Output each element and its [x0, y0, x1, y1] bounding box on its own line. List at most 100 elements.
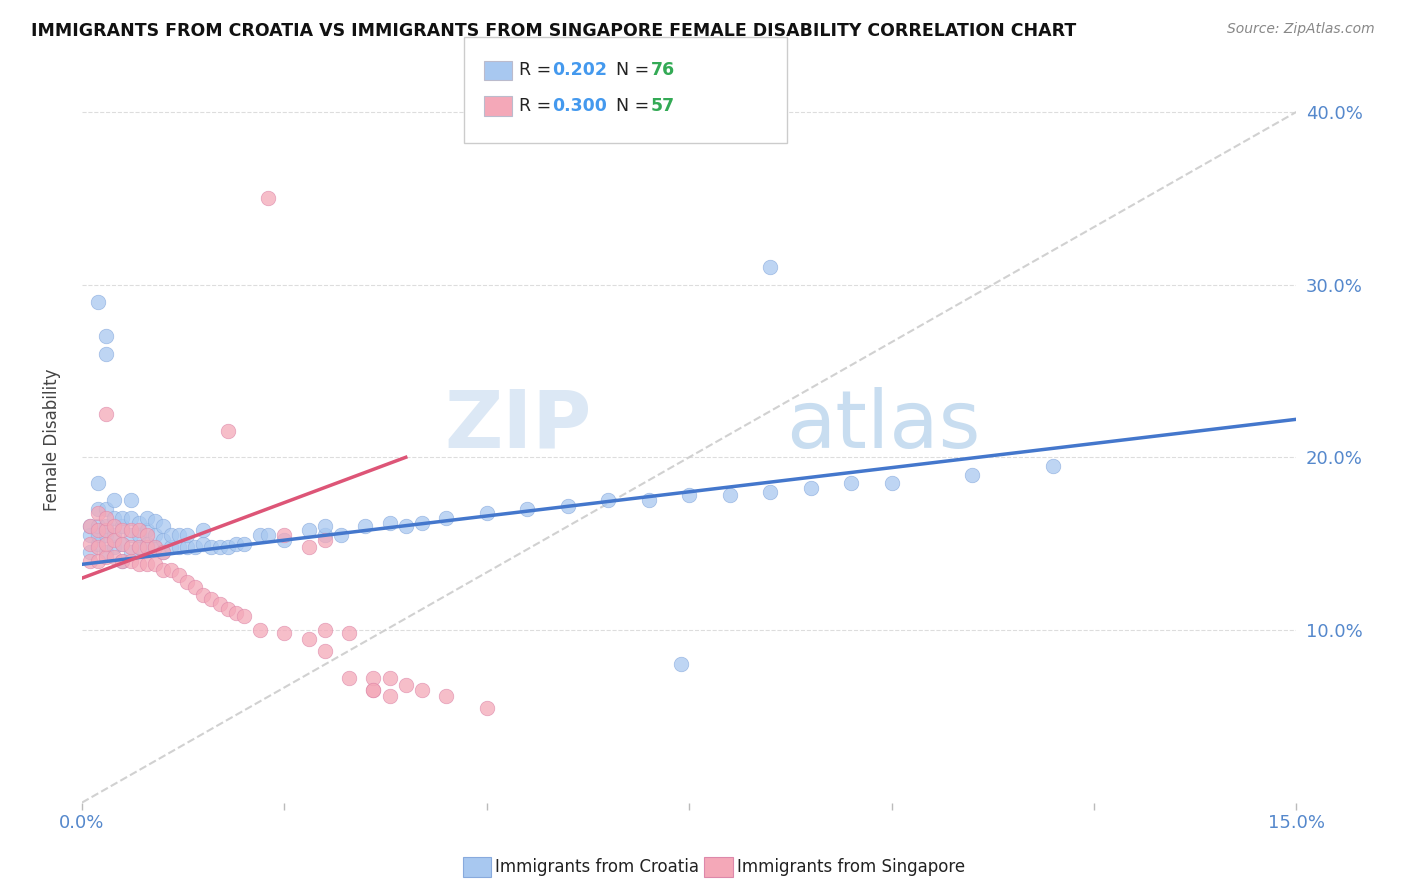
Text: R =: R = — [519, 62, 557, 79]
Point — [298, 632, 321, 646]
Point — [434, 510, 457, 524]
Point — [330, 528, 353, 542]
Point — [314, 519, 336, 533]
Text: ZIP: ZIP — [444, 386, 592, 465]
Point — [314, 623, 336, 637]
Point — [87, 536, 110, 550]
Point — [395, 678, 418, 692]
Point — [200, 591, 222, 606]
Point — [79, 536, 101, 550]
Text: R =: R = — [519, 97, 557, 115]
Point — [225, 536, 247, 550]
Point — [152, 545, 174, 559]
Point — [96, 519, 118, 533]
Point — [434, 689, 457, 703]
Point — [96, 329, 118, 343]
Point — [160, 540, 183, 554]
Point — [160, 562, 183, 576]
Point — [516, 502, 538, 516]
Point — [87, 502, 110, 516]
Point — [143, 540, 166, 554]
Point — [208, 540, 231, 554]
Point — [232, 609, 254, 624]
Point — [273, 533, 295, 548]
Point — [962, 467, 984, 482]
Point — [96, 550, 118, 565]
Point — [167, 540, 190, 554]
Point — [337, 626, 360, 640]
Point — [103, 540, 125, 554]
Point — [120, 493, 142, 508]
Point — [111, 536, 134, 550]
Point — [759, 484, 782, 499]
Point — [120, 528, 142, 542]
Point — [298, 540, 321, 554]
Point — [378, 689, 401, 703]
Point — [193, 588, 215, 602]
Point — [143, 514, 166, 528]
Point — [152, 545, 174, 559]
Point — [87, 294, 110, 309]
Point — [96, 545, 118, 559]
Point — [273, 626, 295, 640]
Point — [96, 536, 118, 550]
Text: atlas: atlas — [786, 386, 980, 465]
Point — [96, 502, 118, 516]
Point — [257, 191, 280, 205]
Text: IMMIGRANTS FROM CROATIA VS IMMIGRANTS FROM SINGAPORE FEMALE DISABILITY CORRELATI: IMMIGRANTS FROM CROATIA VS IMMIGRANTS FR… — [31, 22, 1076, 40]
Point — [96, 510, 118, 524]
Point — [363, 683, 385, 698]
Point — [669, 657, 692, 672]
Point — [208, 597, 231, 611]
Text: N =: N = — [605, 62, 654, 79]
Point — [354, 519, 377, 533]
Point — [217, 602, 239, 616]
Point — [143, 558, 166, 572]
Point — [637, 493, 659, 508]
Point — [395, 519, 418, 533]
Point — [411, 683, 433, 698]
Point — [475, 506, 498, 520]
Point — [475, 700, 498, 714]
Point — [557, 499, 579, 513]
Point — [87, 554, 110, 568]
Point — [152, 562, 174, 576]
Point — [135, 528, 157, 542]
Point — [1042, 458, 1064, 473]
Point — [249, 528, 271, 542]
Point — [167, 567, 190, 582]
Point — [378, 671, 401, 685]
Point — [152, 519, 174, 533]
Point — [120, 523, 142, 537]
Point — [839, 476, 862, 491]
Point — [103, 533, 125, 548]
Point — [200, 540, 222, 554]
Text: 0.300: 0.300 — [553, 97, 607, 115]
Point — [120, 510, 142, 524]
Point — [176, 540, 198, 554]
Point — [128, 516, 150, 530]
Point — [103, 550, 125, 565]
Point — [184, 540, 207, 554]
Point — [79, 528, 101, 542]
Point — [314, 643, 336, 657]
Point — [128, 540, 150, 554]
Point — [79, 554, 101, 568]
Point — [103, 528, 125, 542]
Point — [79, 519, 101, 533]
Point — [96, 347, 118, 361]
Point — [249, 623, 271, 637]
Point — [79, 519, 101, 533]
Point — [598, 493, 620, 508]
Point — [135, 510, 157, 524]
Point — [87, 476, 110, 491]
Point — [135, 558, 157, 572]
Text: Source: ZipAtlas.com: Source: ZipAtlas.com — [1227, 22, 1375, 37]
Point — [363, 671, 385, 685]
Point — [128, 528, 150, 542]
Point — [120, 540, 142, 554]
Point — [111, 519, 134, 533]
Point — [103, 519, 125, 533]
Point — [120, 545, 142, 559]
Point — [225, 606, 247, 620]
